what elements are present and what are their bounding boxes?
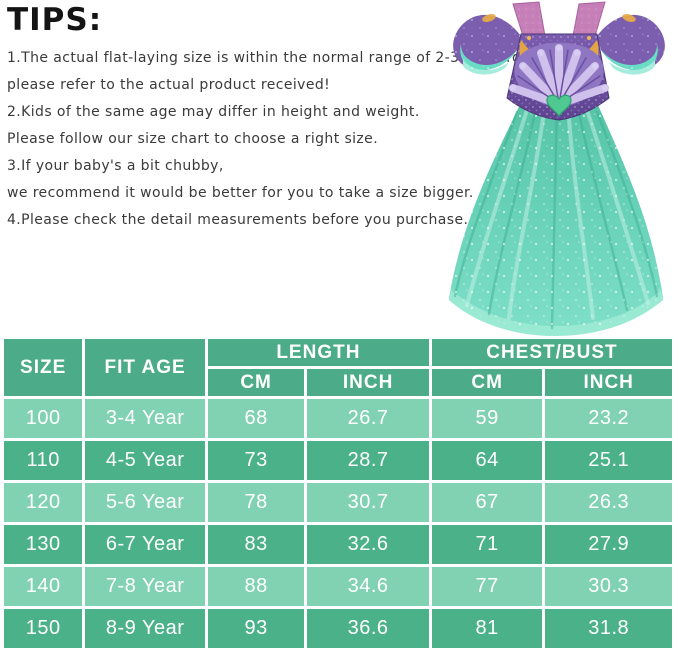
cell-length-inch: 26.7	[307, 399, 429, 438]
cell-chest-cm: 59	[431, 399, 543, 438]
col-header-length-cm: CM	[207, 369, 305, 396]
cell-chest-inch: 31.8	[545, 609, 672, 648]
cell-fit-age: 6-7 Year	[85, 525, 205, 564]
tips-section: TIPS: 1.The actual flat-laying size is w…	[7, 2, 533, 234]
col-header-size: SIZE	[4, 339, 83, 396]
cell-length-cm: 83	[207, 525, 305, 564]
cell-length-inch: 32.6	[307, 525, 429, 564]
cell-length-inch: 30.7	[307, 483, 429, 522]
cell-fit-age: 7-8 Year	[85, 567, 205, 606]
col-header-chest-inch: INCH	[545, 369, 672, 396]
cell-length-inch: 34.6	[307, 567, 429, 606]
cell-fit-age: 5-6 Year	[85, 483, 205, 522]
product-image-mermaid-dress	[405, 0, 677, 338]
table-row-size-150: 150 8-9 Year 93 36.6 81 31.8	[4, 609, 672, 648]
col-header-length: LENGTH	[207, 339, 429, 366]
seashell-emblem	[509, 42, 609, 118]
size-chart-table: SIZE FIT AGE LENGTH CHEST/BUST CM INCH C…	[1, 336, 675, 651]
size-chart-section: SIZE FIT AGE LENGTH CHEST/BUST CM INCH C…	[1, 336, 675, 651]
tip-line-6: we recommend it would be better for you …	[7, 185, 474, 201]
cell-size: 130	[4, 525, 83, 564]
heart-gem	[546, 94, 572, 118]
cell-fit-age: 3-4 Year	[85, 399, 205, 438]
cell-length-cm: 68	[207, 399, 305, 438]
col-header-length-inch: INCH	[307, 369, 429, 396]
cell-size: 110	[4, 441, 83, 480]
dress-straps	[512, 1, 606, 37]
tip-line-4: Please follow our size chart to choose a…	[7, 131, 379, 147]
cell-fit-age: 8-9 Year	[85, 609, 205, 648]
tips-heading: TIPS:	[7, 2, 103, 38]
table-row-size-110: 110 4-5 Year 73 28.7 64 25.1	[4, 441, 672, 480]
col-header-chest-cm: CM	[431, 369, 543, 396]
table-row-size-100: 100 3-4 Year 68 26.7 59 23.2	[4, 399, 672, 438]
cell-chest-cm: 81	[431, 609, 543, 648]
cell-chest-cm: 64	[431, 441, 543, 480]
cell-length-inch: 28.7	[307, 441, 429, 480]
dress-skirt	[449, 98, 663, 336]
cell-length-cm: 93	[207, 609, 305, 648]
tip-line-2: please refer to the actual product recei…	[7, 77, 331, 93]
cell-length-cm: 78	[207, 483, 305, 522]
cell-chest-cm: 77	[431, 567, 543, 606]
cell-chest-inch: 25.1	[545, 441, 672, 480]
cell-length-inch: 36.6	[307, 609, 429, 648]
cell-chest-inch: 27.9	[545, 525, 672, 564]
cell-chest-inch: 23.2	[545, 399, 672, 438]
dress-sleeves	[453, 14, 665, 75]
table-row-size-130: 130 6-7 Year 83 32.6 71 27.9	[4, 525, 672, 564]
tip-line-7: 4.Please check the detail measurements b…	[7, 212, 469, 228]
cell-chest-inch: 26.3	[545, 483, 672, 522]
cell-chest-cm: 67	[431, 483, 543, 522]
table-row-size-120: 120 5-6 Year 78 30.7 67 26.3	[4, 483, 672, 522]
cell-length-cm: 73	[207, 441, 305, 480]
tip-line-3: 2.Kids of the same age may differ in hei…	[7, 104, 420, 120]
cell-chest-inch: 30.3	[545, 567, 672, 606]
tip-line-5: 3.If your baby's a bit chubby,	[7, 158, 224, 174]
col-header-fit-age: FIT AGE	[85, 339, 205, 396]
cell-size: 100	[4, 399, 83, 438]
cell-size: 150	[4, 609, 83, 648]
mermaid-dress-illustration	[449, 1, 665, 336]
col-header-chest-bust: CHEST/BUST	[431, 339, 672, 366]
table-row-size-140: 140 7-8 Year 88 34.6 77 30.3	[4, 567, 672, 606]
cell-fit-age: 4-5 Year	[85, 441, 205, 480]
cell-size: 120	[4, 483, 83, 522]
cell-chest-cm: 71	[431, 525, 543, 564]
cell-size: 140	[4, 567, 83, 606]
cell-length-cm: 88	[207, 567, 305, 606]
tip-line-1: 1.The actual flat-laying size is within …	[7, 50, 533, 66]
